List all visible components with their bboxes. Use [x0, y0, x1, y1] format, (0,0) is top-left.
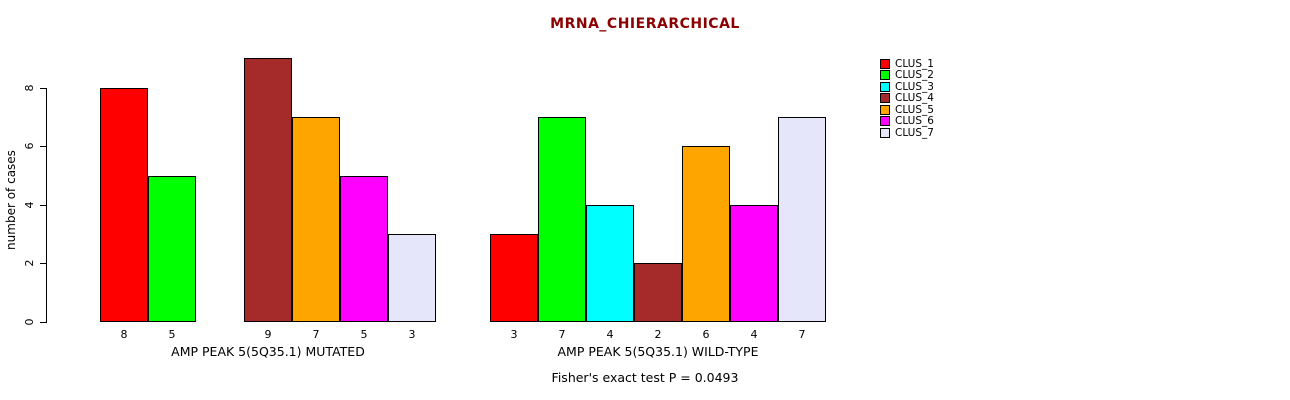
y-tick-label: 2	[22, 259, 36, 267]
legend-item: CLUS_2	[880, 69, 934, 82]
bar	[100, 87, 148, 322]
legend-label: CLUS_5	[895, 103, 934, 116]
bar-value-label: 2	[654, 328, 662, 341]
y-axis-label: number of cases	[4, 150, 18, 250]
bar-value-label: 8	[120, 328, 128, 341]
legend-item: CLUS_7	[880, 127, 934, 139]
bar-value-label: 7	[558, 328, 566, 341]
y-tick	[40, 146, 46, 148]
legend-swatch-icon	[880, 81, 890, 92]
y-tick	[40, 322, 46, 323]
y-tick	[40, 263, 46, 265]
y-tick	[40, 87, 46, 89]
y-tick	[40, 204, 46, 206]
legend-label: CLUS_7	[895, 126, 934, 139]
bar	[586, 204, 634, 322]
y-tick-label: 0	[22, 318, 36, 326]
bar	[490, 234, 538, 322]
legend-swatch-icon	[880, 116, 890, 127]
y-axis-line	[46, 87, 47, 323]
y-tick-label: 4	[22, 201, 36, 209]
legend-item: CLUS_1	[880, 58, 934, 70]
bar-value-label: 4	[750, 328, 758, 341]
bar	[538, 116, 586, 322]
bar-value-label: 9	[264, 328, 272, 341]
legend-swatch-icon	[880, 58, 890, 69]
legend-label: CLUS_2	[895, 69, 934, 82]
legend-item: CLUS_6	[880, 115, 934, 128]
bar-value-label: 6	[702, 328, 710, 341]
y-tick-label: 8	[22, 84, 36, 92]
y-tick-label: 6	[22, 142, 36, 150]
bar	[244, 58, 292, 322]
bar-value-label: 3	[408, 328, 416, 341]
annotation-text: Fisher's exact test P = 0.0493	[551, 370, 739, 385]
chart-title: MRNA_CHIERARCHICAL	[550, 16, 740, 32]
bar-value-label: 7	[798, 328, 806, 341]
bar-value-label: 4	[606, 328, 614, 341]
legend-swatch-icon	[880, 93, 890, 104]
bar	[634, 263, 682, 322]
group-axis-label: AMP PEAK 5(5Q35.1) MUTATED	[171, 344, 365, 359]
legend-swatch-icon	[880, 127, 890, 138]
legend-item: CLUS_3	[880, 81, 934, 93]
legend: CLUS_1 CLUS_2 CLUS_3 CLUS_4 CLUS_5 CLUS_6 CLUS…	[880, 58, 934, 139]
bar	[388, 234, 436, 322]
legend-label: CLUS_4	[895, 92, 934, 105]
bar	[340, 175, 388, 322]
legend-swatch-icon	[880, 70, 890, 81]
bar-value-label: 7	[312, 328, 320, 341]
bar	[292, 116, 340, 322]
legend-label: CLUS_3	[895, 80, 934, 93]
legend-swatch-icon	[880, 104, 890, 115]
bar-value-label: 3	[510, 328, 518, 341]
legend-item: CLUS_4	[880, 92, 934, 105]
legend-label: CLUS_6	[895, 115, 934, 128]
legend-item: CLUS_5	[880, 104, 934, 116]
bar	[730, 204, 778, 322]
bar-value-label: 5	[360, 328, 368, 341]
bar	[148, 175, 196, 322]
legend-label: CLUS_1	[895, 57, 934, 70]
bar	[778, 116, 826, 322]
group-axis-label: AMP PEAK 5(5Q35.1) WILD-TYPE	[557, 344, 759, 359]
bar-value-label: 5	[168, 328, 176, 341]
bar	[682, 146, 730, 322]
